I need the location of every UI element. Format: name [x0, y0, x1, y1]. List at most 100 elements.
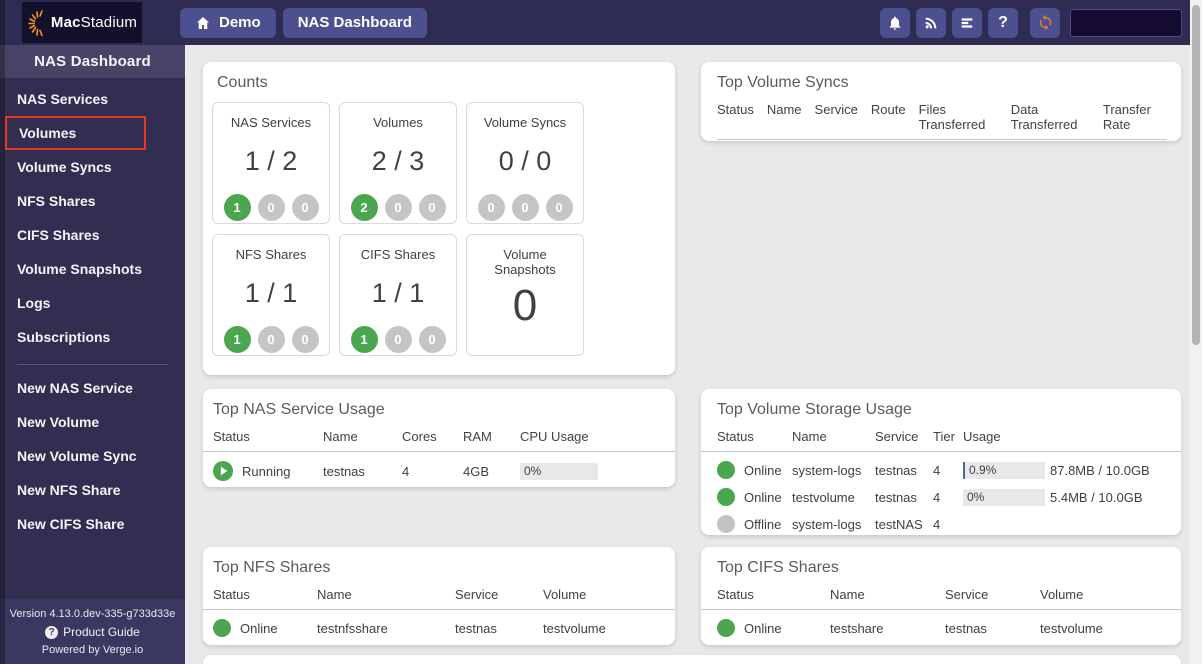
- brand-text: MacStadium: [50, 14, 138, 31]
- table-header: Status Name Service Volume: [203, 587, 675, 610]
- count-tile-volumes[interactable]: Volumes 2 / 3 2 0 0: [339, 102, 457, 224]
- search-input[interactable]: [1070, 8, 1182, 37]
- table-row[interactable]: Online testshare testnas testvolume: [701, 610, 1181, 637]
- home-icon: [197, 16, 209, 29]
- top-cifs-shares-card: Top CIFS Shares Status Name Service Volu…: [701, 547, 1181, 645]
- table-header: Status Name Cores RAM CPU Usage: [203, 429, 675, 452]
- scrollbar-thumb[interactable]: [1192, 5, 1200, 345]
- sidebar-item-logs[interactable]: Logs: [17, 295, 51, 311]
- status-badge: 0: [477, 194, 505, 221]
- count-value: 0 / 0: [498, 146, 552, 176]
- sidebar-item-new-nfs-share[interactable]: New NFS Share: [17, 482, 121, 498]
- tasks-icon: [961, 17, 973, 28]
- powered-by-text: Powered by Verge.io: [41, 644, 144, 656]
- product-guide-link[interactable]: ? Product Guide: [0, 625, 185, 639]
- count-tile-volume-syncs[interactable]: Volume Syncs 0 / 0 0 0 0: [466, 102, 584, 224]
- status-badge: 1: [350, 326, 378, 353]
- status-badge: 0: [384, 194, 412, 221]
- online-status-icon: [717, 619, 735, 637]
- next-card-partial: [203, 655, 1181, 664]
- card-title: Top Volume Syncs: [717, 74, 849, 91]
- help-button[interactable]: ?: [988, 7, 1018, 38]
- status-badge: 0: [291, 326, 319, 353]
- table-row[interactable]: Offline system-logs testNAS 4: [701, 506, 1181, 533]
- status-badge: 1: [223, 326, 251, 353]
- count-value: 1 / 2: [244, 146, 298, 176]
- sidebar-item-new-volume[interactable]: New Volume: [17, 414, 100, 430]
- refresh-icon: [1039, 14, 1051, 31]
- scrollbar-track[interactable]: [1190, 0, 1202, 664]
- counts-card: Counts NAS Services 1 / 2 1 0 0 Volumes …: [203, 62, 675, 375]
- sidebar-item-cifs-shares[interactable]: CIFS Shares: [17, 227, 100, 243]
- status-badge: 0: [511, 194, 539, 221]
- count-tiles: NAS Services 1 / 2 1 0 0 Volumes 2 / 3 2…: [212, 102, 675, 356]
- card-title: Top NAS Service Usage: [213, 401, 385, 418]
- sidebar-item-subscriptions[interactable]: Subscriptions: [17, 329, 111, 345]
- table-row[interactable]: Online testvolume testnas 4 0% 5.4MB / 1…: [701, 479, 1181, 506]
- status-badge: 1: [223, 194, 251, 221]
- count-value: 1 / 1: [244, 278, 298, 308]
- nav-nas-dashboard-button[interactable]: NAS Dashboard: [282, 7, 427, 38]
- sidebar-item-volume-syncs[interactable]: Volume Syncs: [17, 159, 112, 175]
- sidebar-item-nas-services[interactable]: NAS Services: [17, 91, 109, 107]
- topbar-right-group: ?: [874, 7, 1182, 38]
- status-badge: 0: [257, 194, 285, 221]
- feed-button[interactable]: [916, 7, 946, 38]
- top-volume-syncs-card: Top Volume Syncs Status Name Service Rou…: [701, 62, 1181, 141]
- count-tile-cifs-shares[interactable]: CIFS Shares 1 / 1 1 0 0: [339, 234, 457, 356]
- sidebar: NAS Dashboard NAS Services Volumes Volum…: [0, 45, 185, 664]
- macstadium-logo[interactable]: MacStadium: [22, 2, 142, 43]
- table-row[interactable]: Running testnas 4 4GB 0%: [203, 452, 675, 481]
- table-header: Status Name Service Volume: [701, 587, 1181, 610]
- status-badge: 0: [418, 194, 446, 221]
- count-tile-nfs-shares[interactable]: NFS Shares 1 / 1 1 0 0: [212, 234, 330, 356]
- bell-icon: [889, 16, 901, 30]
- sidebar-item-new-cifs-share[interactable]: New CIFS Share: [17, 516, 125, 532]
- macstadium-sunburst-icon: [28, 9, 43, 36]
- sidebar-item-nfs-shares[interactable]: NFS Shares: [17, 193, 96, 209]
- count-value: 0: [512, 281, 538, 330]
- count-value: 2 / 3: [371, 146, 425, 176]
- sidebar-item-new-volume-sync[interactable]: New Volume Sync: [17, 448, 137, 464]
- rss-icon: [925, 17, 937, 28]
- tasks-button[interactable]: [952, 7, 982, 38]
- count-value: 1 / 1: [371, 278, 425, 308]
- card-title: Top CIFS Shares: [717, 559, 839, 576]
- table-header: Status Name Service Tier Usage: [701, 429, 1181, 452]
- count-tile-volume-snapshots[interactable]: Volume Snapshots 0: [466, 234, 584, 356]
- sidebar-item-volumes[interactable]: Volumes: [5, 116, 146, 150]
- usage-detail: 5.4MB / 10.0GB: [1050, 489, 1143, 505]
- card-title: Counts: [217, 74, 268, 91]
- table-row[interactable]: Online testnfsshare testnas testvolume: [203, 610, 675, 637]
- sidebar-nav: NAS Services Volumes Volume Syncs NFS Sh…: [0, 82, 185, 541]
- online-status-icon: [717, 488, 735, 506]
- refresh-button[interactable]: [1030, 7, 1060, 38]
- usage-bar-fill: [963, 461, 965, 479]
- top-nfs-shares-card: Top NFS Shares Status Name Service Volum…: [203, 547, 675, 645]
- top-nas-service-usage-card: Top NAS Service Usage Status Name Cores …: [203, 389, 675, 487]
- card-title: Top NFS Shares: [213, 559, 331, 576]
- status-badge: 0: [545, 194, 573, 221]
- running-play-icon: [213, 461, 233, 481]
- notifications-button[interactable]: [880, 7, 910, 38]
- help-icon: ?: [998, 13, 1008, 31]
- status-badge: 0: [418, 326, 446, 353]
- table-header: Status Name Service Route Files Transfer…: [717, 102, 1167, 140]
- version-text: Version 4.13.0.dev-335-g733d33e: [9, 608, 176, 620]
- nav-demo-button[interactable]: Demo: [180, 7, 276, 38]
- count-tile-nas-services[interactable]: NAS Services 1 / 2 1 0 0: [212, 102, 330, 224]
- cpu-usage-bar: 0%: [520, 462, 598, 480]
- table-row[interactable]: Online system-logs testnas 4 0.9% 87.8MB…: [701, 452, 1181, 479]
- sidebar-item-volume-snapshots[interactable]: Volume Snapshots: [17, 261, 142, 277]
- sidebar-title: NAS Dashboard: [0, 45, 185, 78]
- question-circle-icon: ?: [45, 625, 59, 639]
- usage-bar: 0.9%: [963, 461, 1045, 479]
- status-badge: 0: [384, 326, 412, 353]
- sidebar-item-new-nas-service[interactable]: New NAS Service: [17, 380, 133, 396]
- online-status-icon: [717, 461, 735, 479]
- sidebar-footer: Version 4.13.0.dev-335-g733d33e ? Produc…: [0, 599, 185, 664]
- top-volume-storage-usage-card: Top Volume Storage Usage Status Name Ser…: [701, 389, 1181, 535]
- sidebar-divider: [17, 364, 168, 365]
- status-badge: 2: [350, 194, 378, 221]
- main-content: Counts NAS Services 1 / 2 1 0 0 Volumes …: [185, 45, 1190, 664]
